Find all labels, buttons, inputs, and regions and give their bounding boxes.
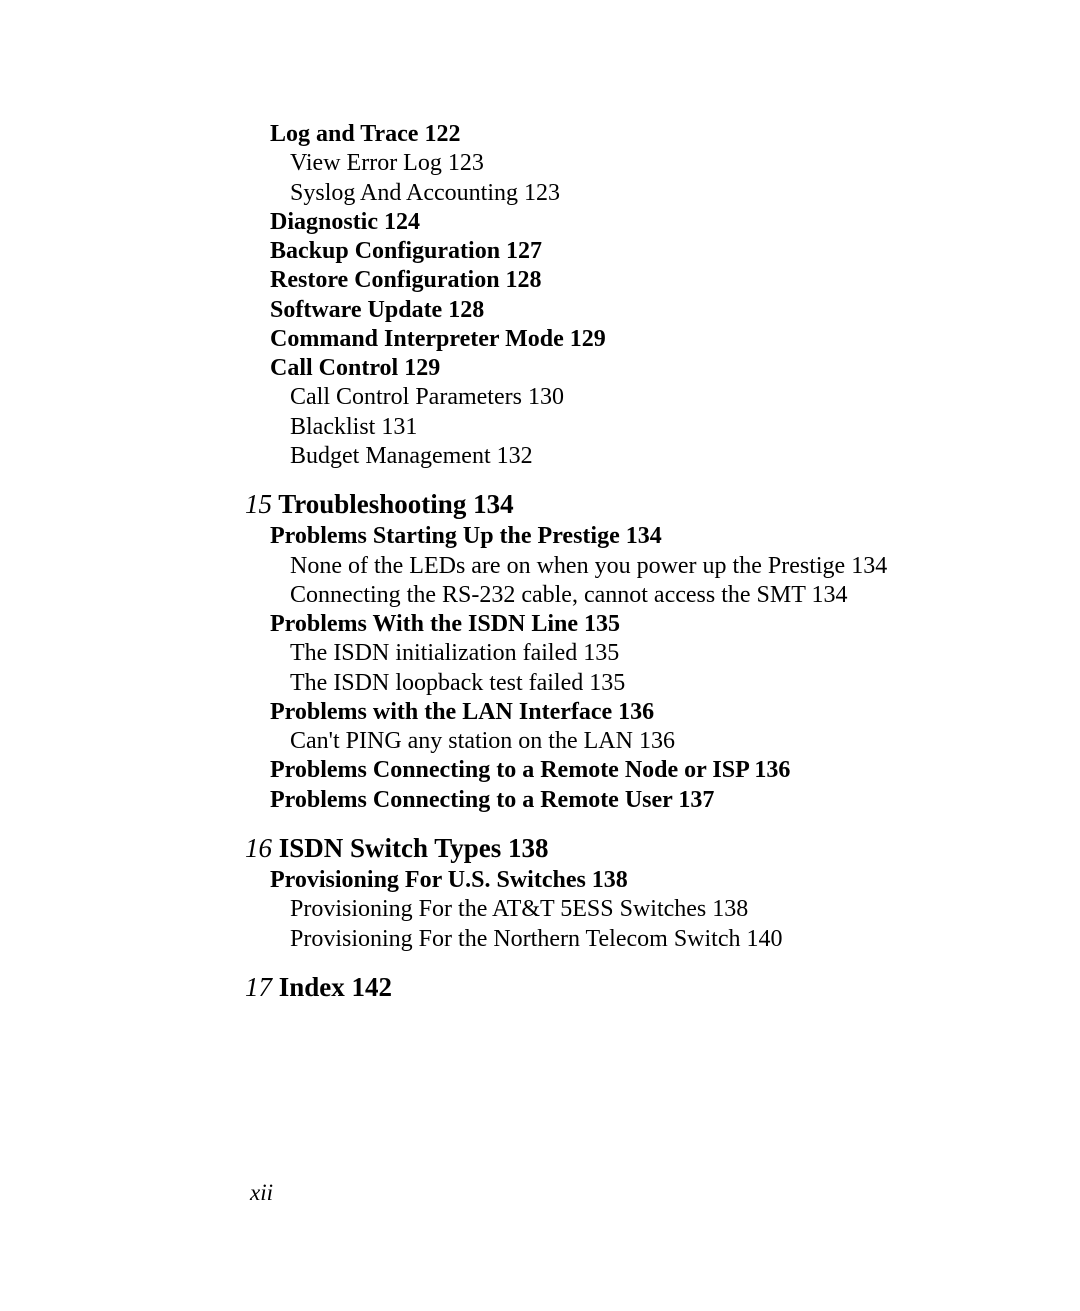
toc-entry-software-update: Software Update 128 [250, 296, 950, 325]
section-continuation-14: Log and Trace 122 View Error Log 123 Sys… [250, 120, 950, 471]
toc-entry-provisioning-northern: Provisioning For the Northern Telecom Sw… [250, 925, 950, 954]
chapter-16-num: 16 [245, 833, 272, 863]
toc-entry-restore-config: Restore Configuration 128 [250, 266, 950, 295]
toc-entry-view-error-log: View Error Log 123 [250, 149, 950, 178]
toc-entry-backup-config: Backup Configuration 127 [250, 237, 950, 266]
toc-entry-isdn-init-failed: The ISDN initialization failed 135 [250, 639, 950, 668]
toc-entry-problems-isdn: Problems With the ISDN Line 135 [250, 610, 950, 639]
toc-entry-provisioning-att: Provisioning For the AT&T 5ESS Switches … [250, 895, 950, 924]
toc-entry-budget-mgmt: Budget Management 132 [250, 442, 950, 471]
toc-entry-connecting-rs232: Connecting the RS-232 cable, cannot acce… [250, 581, 950, 610]
toc-entry-problems-remote-user: Problems Connecting to a Remote User 137 [250, 786, 950, 815]
section-ch16: Provisioning For U.S. Switches 138 Provi… [250, 866, 950, 954]
chapter-15-num: 15 [245, 489, 272, 519]
toc-entry-problems-starting: Problems Starting Up the Prestige 134 [250, 522, 950, 551]
toc-entry-provisioning-us: Provisioning For U.S. Switches 138 [250, 866, 950, 895]
toc-entry-problems-lan: Problems with the LAN Interface 136 [250, 698, 950, 727]
toc-entry-command-interpreter: Command Interpreter Mode 129 [250, 325, 950, 354]
chapter-15-heading: 15 Troubleshooting 134 [245, 487, 950, 522]
chapter-17-title: Index 142 [272, 972, 392, 1002]
page-number: xii [250, 1180, 273, 1206]
toc-entry-none-leds: None of the LEDs are on when you power u… [250, 552, 950, 581]
toc-content: Log and Trace 122 View Error Log 123 Sys… [250, 120, 950, 1005]
chapter-15-title: Troubleshooting 134 [272, 489, 514, 519]
toc-entry-isdn-loopback-failed: The ISDN loopback test failed 135 [250, 669, 950, 698]
toc-entry-cant-ping: Can't PING any station on the LAN 136 [250, 727, 950, 756]
chapter-17-num: 17 [245, 972, 272, 1002]
chapter-17-heading: 17 Index 142 [245, 970, 950, 1005]
toc-entry-log-trace: Log and Trace 122 [250, 120, 950, 149]
chapter-16-title: ISDN Switch Types 138 [272, 833, 549, 863]
section-ch15: Problems Starting Up the Prestige 134 No… [250, 522, 950, 815]
toc-entry-blacklist: Blacklist 131 [250, 413, 950, 442]
toc-entry-syslog: Syslog And Accounting 123 [250, 179, 950, 208]
toc-entry-call-control: Call Control 129 [250, 354, 950, 383]
toc-entry-call-control-params: Call Control Parameters 130 [250, 383, 950, 412]
toc-entry-diagnostic: Diagnostic 124 [250, 208, 950, 237]
toc-entry-problems-remote-node: Problems Connecting to a Remote Node or … [250, 756, 950, 785]
chapter-16-heading: 16 ISDN Switch Types 138 [245, 831, 950, 866]
